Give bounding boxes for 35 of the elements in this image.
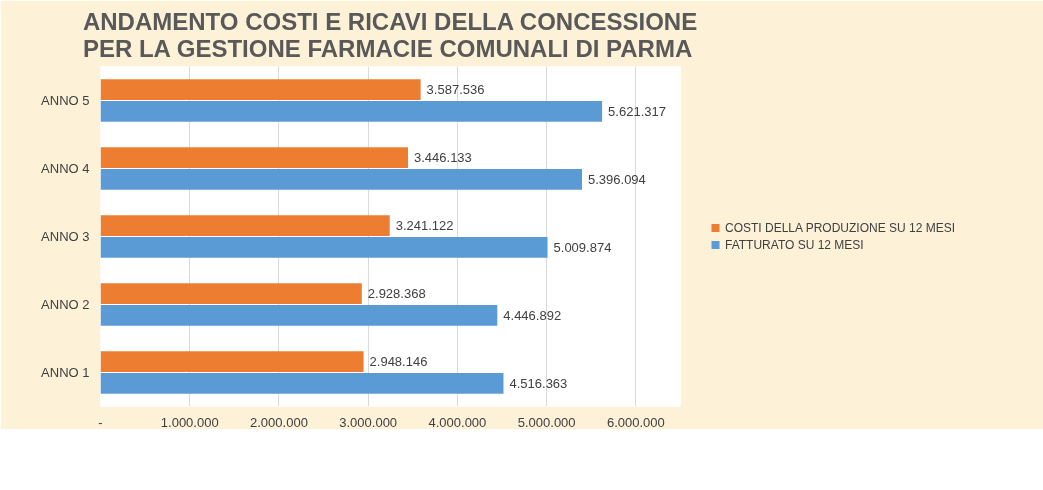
bar bbox=[100, 215, 390, 236]
data-label: 4.446.892 bbox=[503, 307, 562, 323]
legend-label: COSTI DELLA PRODUZIONE SU 12 MESI bbox=[725, 220, 956, 235]
data-label: 2.948.146 bbox=[369, 354, 428, 370]
legend-label: FATTURATO SU 12 MESI bbox=[725, 237, 864, 252]
y-tick-label: ANNO 3 bbox=[41, 229, 90, 244]
x-tick-label: 1.000.000 bbox=[160, 414, 219, 430]
y-tick-label: ANNO 1 bbox=[41, 365, 90, 380]
x-tick-label: 2.000.000 bbox=[250, 414, 308, 430]
bar bbox=[100, 373, 504, 394]
y-tick-label: ANNO 5 bbox=[41, 93, 90, 108]
data-label: 5.396.094 bbox=[588, 171, 646, 187]
data-label: 3.446.133 bbox=[414, 150, 472, 166]
bar bbox=[100, 351, 364, 372]
bar bbox=[100, 101, 603, 122]
chart-title: ANDAMENTO COSTI E RICAVI DELLA CONCESSIONE PER LA GESTIONE FARMACIE COMUNALI DI PARMA bbox=[82, 7, 698, 62]
x-tick-label: 4.000.000 bbox=[428, 414, 487, 430]
bar bbox=[100, 237, 548, 258]
data-label: 5.621.317 bbox=[608, 103, 666, 119]
bar bbox=[100, 283, 362, 304]
bar bbox=[100, 147, 408, 168]
y-tick-label: ANNO 4 bbox=[41, 161, 90, 176]
x-tick-label: - bbox=[98, 414, 103, 430]
x-tick-label: 5.000.000 bbox=[517, 414, 576, 430]
bar bbox=[100, 79, 421, 100]
data-label: 3.241.122 bbox=[395, 218, 454, 234]
bar bbox=[100, 169, 582, 190]
x-tick-label: 3.000.000 bbox=[339, 414, 398, 430]
data-label: 3.587.536 bbox=[426, 82, 485, 98]
data-label: 5.009.874 bbox=[553, 239, 612, 255]
x-tick-label: 6.000.000 bbox=[606, 414, 665, 430]
data-label: 2.928.368 bbox=[367, 286, 426, 302]
y-tick-label: ANNO 2 bbox=[41, 297, 90, 312]
data-label: 4.516.363 bbox=[509, 375, 568, 391]
bar bbox=[100, 305, 498, 326]
